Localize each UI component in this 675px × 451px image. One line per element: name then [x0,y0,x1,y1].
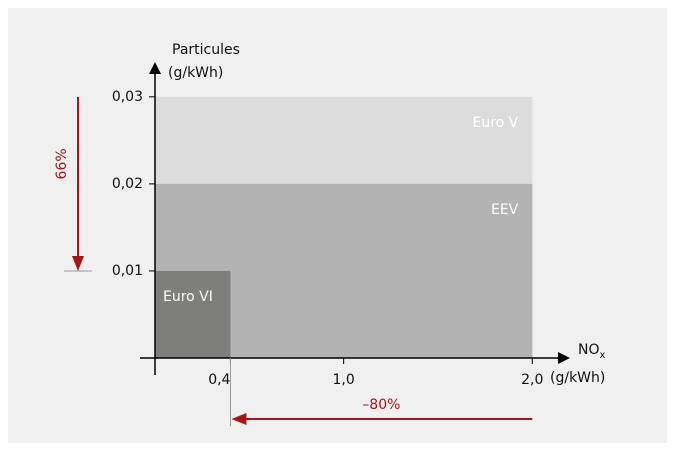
x-axis-label-main: NO [578,342,600,358]
x-tick-label: 0,4 [208,372,230,388]
annotation-arrowhead [231,413,247,425]
x-tick-label: 1,0 [333,372,355,388]
region-label: EEV [491,202,519,218]
x-axis-arrow [558,352,570,364]
x-axis-label-unit: (g/kWh) [550,370,605,386]
x-axis-label: NOx [578,342,606,361]
y-tick-label: 0,01 [112,263,143,279]
annotation-arrowhead [72,255,84,271]
region [155,270,231,358]
y-tick-label: 0,02 [112,176,143,192]
y-axis-label: (g/kWh) [168,65,223,81]
region-label: Euro V [473,115,519,131]
x-axis-label-sub: x [600,350,606,361]
y-axis-label: Particules [172,42,240,58]
annotation-label: –80% [362,397,400,413]
y-tick-label: 0,03 [112,89,143,105]
y-axis-arrow [149,62,161,74]
region-label: Euro VI [163,289,213,305]
x-tick-label: 2,0 [521,372,543,388]
annotation-label: 66% [54,148,70,179]
